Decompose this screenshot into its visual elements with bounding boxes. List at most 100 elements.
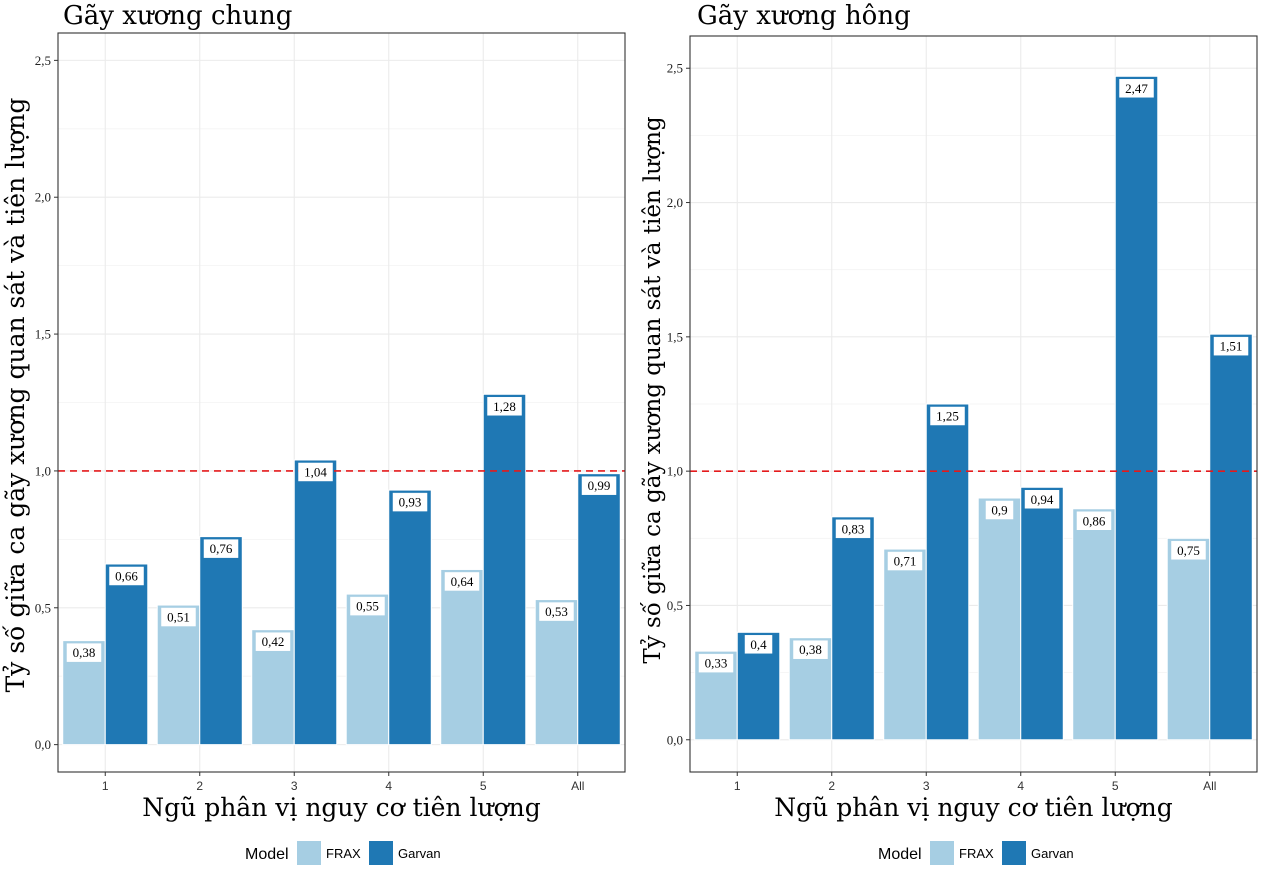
bar-garvan-1 — [104, 563, 149, 746]
x-tick-label: 2 — [196, 779, 203, 793]
x-tick-label: 3 — [291, 779, 298, 793]
panel-border — [57, 32, 626, 773]
data-label: 1,04 — [304, 464, 327, 479]
x-axis: 1 2 3 4 5 All — [734, 772, 1216, 793]
legend-key-garvan — [369, 841, 393, 865]
x-tick-label: 5 — [480, 779, 487, 793]
data-label-box — [487, 397, 522, 416]
y-tick-label: 0,5 — [35, 600, 51, 615]
data-label-box — [255, 632, 291, 651]
bar-frax-all — [1166, 537, 1211, 741]
data-labels: 0,38 0,51 0,42 0,55 0,64 0,53 0,66 0,76 1,04 0,93… — [66, 397, 617, 662]
bar-garvan-5 — [1114, 75, 1159, 741]
data-label-box — [444, 572, 480, 591]
data-label-box — [581, 476, 617, 495]
data-label-box — [1171, 541, 1206, 560]
x-axis-title: Ngũ phân vị nguy cơ tiên lượng — [774, 793, 1172, 822]
bars — [694, 75, 1253, 741]
data-label: 0,66 — [115, 568, 138, 583]
bar-frax-4 — [345, 593, 390, 746]
data-label: 1,28 — [493, 399, 516, 414]
data-label: 0,4 — [750, 637, 767, 652]
y-tick-label: 2,0 — [35, 190, 51, 205]
bar-garvan-3 — [293, 459, 338, 746]
bar-garvan-2 — [199, 536, 243, 746]
x-tick-label: 1 — [734, 779, 741, 793]
y-tick-label: 1,0 — [35, 463, 51, 478]
chart-title: Gãy xương hông — [697, 1, 911, 31]
data-label: 0,55 — [356, 599, 379, 614]
data-label-box — [161, 607, 196, 627]
data-label: 0,42 — [262, 634, 285, 649]
data-label: 2,47 — [1125, 81, 1148, 96]
y-axis: 0,0 0,5 1,0 1,5 2,0 2,5 — [35, 53, 58, 752]
x-tick-label: 5 — [1112, 779, 1119, 793]
legend: Model FRAX Garvan — [878, 841, 1074, 865]
bar-garvan-2 — [831, 516, 875, 741]
data-label: 0,75 — [1177, 543, 1200, 558]
gridlines — [58, 33, 625, 772]
data-label-box — [698, 653, 734, 673]
legend-key-garvan — [1002, 841, 1026, 865]
legend-key-frax — [297, 841, 321, 865]
data-labels: 0,33 0,38 0,71 0,9 0,86 0,75 0,4 0,83 1,25 0,94 2,… — [698, 79, 1249, 673]
y-tick-label: 0,0 — [667, 732, 683, 747]
bar-frax-2 — [156, 604, 201, 746]
data-label: 0,53 — [545, 604, 568, 619]
data-label-box — [1213, 336, 1249, 356]
data-label-box — [985, 500, 1014, 520]
x-tick-label: 3 — [923, 779, 930, 793]
bar-garvan-4 — [388, 489, 432, 746]
bar-garvan-4 — [1020, 486, 1064, 741]
panel-border — [689, 35, 1258, 773]
x-tick-label: 2 — [828, 779, 835, 793]
data-label-box — [793, 640, 828, 659]
data-label: 1,25 — [936, 409, 959, 424]
bar-frax-all — [534, 599, 579, 746]
legend-label-garvan: Garvan — [1031, 846, 1074, 861]
chart-title: Gãy xương chung — [63, 1, 292, 31]
bar-frax-4 — [977, 497, 1022, 741]
data-label-box — [66, 643, 102, 662]
chart-panel-1: 0,380,510,420,550,640,530,660,761,040,93… — [1, 1, 626, 865]
data-label: 0,86 — [1083, 513, 1106, 528]
y-tick-label: 1,5 — [667, 329, 683, 344]
bar-garvan-all — [1209, 333, 1253, 741]
y-axis-title: Tỷ số giữa ca gãy xương quan sát và tiên… — [640, 116, 666, 663]
data-label: 0,76 — [210, 541, 233, 556]
data-label: 0,38 — [73, 645, 96, 660]
bar-frax-5 — [440, 568, 484, 746]
data-label: 0,94 — [1031, 492, 1054, 507]
legend-title: Model — [878, 846, 922, 863]
data-label-box — [392, 492, 428, 512]
x-tick-label: 1 — [102, 779, 109, 793]
data-label-box — [350, 596, 385, 616]
data-label: 0,33 — [705, 656, 728, 671]
x-tick-label: 4 — [1017, 779, 1024, 793]
data-label: 0,71 — [894, 554, 917, 569]
data-label-box — [1119, 79, 1154, 98]
data-label-box — [298, 462, 333, 482]
y-tick-label: 2,0 — [667, 195, 683, 210]
data-label: 0,51 — [167, 610, 190, 625]
legend-label-frax: FRAX — [326, 846, 361, 861]
x-tick-label: All — [1203, 779, 1216, 793]
x-axis-title: Ngũ phân vị nguy cơ tiên lượng — [142, 793, 540, 822]
bar-frax-5 — [1072, 508, 1116, 741]
data-label-box — [203, 539, 239, 558]
data-label-box — [539, 602, 574, 621]
data-label-box — [1076, 511, 1112, 531]
data-label-box — [744, 635, 773, 654]
data-label: 1,51 — [1220, 339, 1243, 354]
data-label-box — [1024, 490, 1060, 509]
y-axis-title: Tỷ số giữa ca gãy xương quan sát và tiên… — [1, 98, 30, 693]
legend-label-garvan: Garvan — [398, 846, 441, 861]
chart-panel-2: 0,33 0,38 0,71 0,9 0,86 0,75 0,4 0,83 1,25 0,94 2,… — [640, 1, 1258, 865]
legend-title: Model — [245, 846, 289, 863]
data-label: 0,9 — [991, 503, 1007, 518]
data-label-box — [930, 406, 965, 426]
legend: Model FRAX Garvan — [245, 841, 441, 865]
y-tick-label: 1,5 — [35, 327, 51, 342]
data-label: 0,93 — [399, 495, 422, 510]
x-axis: 1 2 3 4 5 All — [102, 772, 584, 793]
